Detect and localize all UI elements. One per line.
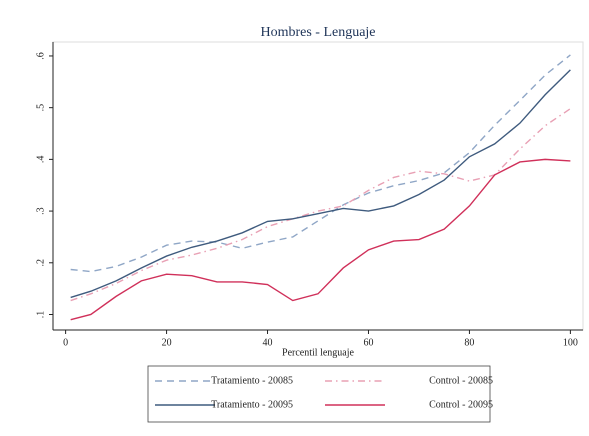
x-tick-label: 0 — [63, 337, 68, 348]
y-tick-label: .4 — [35, 156, 46, 164]
x-axis-title: Percentil lenguaje — [282, 347, 354, 358]
chart-title: Hombres - Lenguaje — [260, 25, 375, 40]
legend — [147, 365, 491, 423]
series-line — [70, 108, 571, 302]
y-tick-label: .2 — [35, 259, 46, 267]
y-tick-label: .5 — [35, 104, 46, 112]
x-tick-label: 20 — [162, 337, 172, 348]
series-line — [70, 158, 571, 321]
series-line — [70, 69, 571, 299]
x-tick-label: 80 — [464, 337, 474, 348]
y-tick-label: .6 — [35, 52, 46, 60]
x-tick-label: 100 — [563, 337, 578, 348]
plot-area — [52, 41, 584, 331]
x-tick-label: 60 — [363, 337, 373, 348]
legend-label: Control - 20085 — [429, 375, 493, 386]
legend-label: Control - 20095 — [429, 399, 493, 410]
legend-label: Tratamiento - 20095 — [211, 399, 293, 410]
y-tick-label: .3 — [35, 207, 46, 215]
y-tick-label: .1 — [35, 311, 46, 319]
legend-label: Tratamiento - 20085 — [211, 375, 293, 386]
x-tick-label: 40 — [263, 337, 273, 348]
